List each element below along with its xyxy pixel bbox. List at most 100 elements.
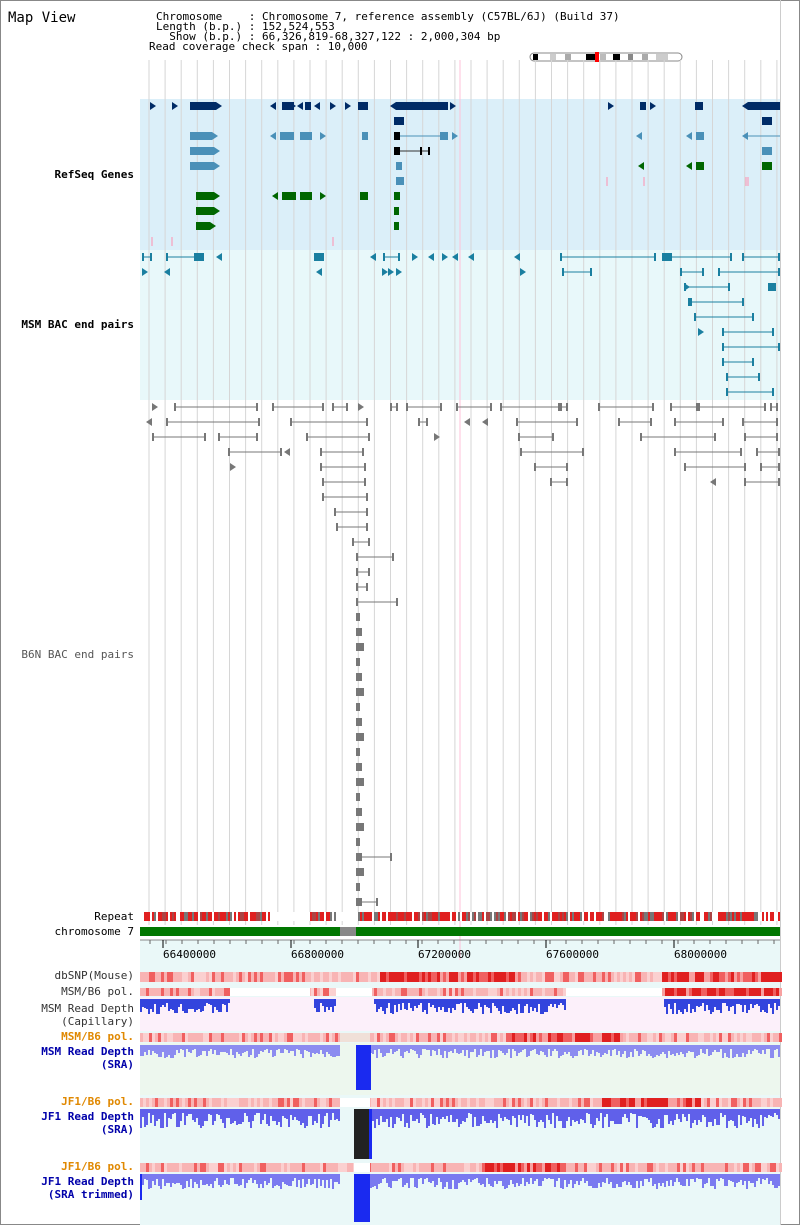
- repeat-segment: [654, 912, 656, 921]
- chromosome-bar[interactable]: [140, 927, 780, 936]
- pol-segment: [380, 1098, 383, 1107]
- depth-bar: [768, 1045, 770, 1049]
- dbsnp-segment: [716, 972, 719, 982]
- polymorphism-tracks[interactable]: [140, 988, 782, 1172]
- depth-bar: [276, 1109, 278, 1125]
- b6n-bac-features[interactable]: [146, 403, 780, 936]
- refseq-label[interactable]: RefSeq Genes: [54, 168, 134, 181]
- repeat-segment: [770, 912, 772, 921]
- depth-bar: [436, 1045, 438, 1055]
- depth-bar: [314, 1045, 316, 1054]
- dbsnp-segment: [281, 972, 284, 982]
- jf1-depth-trim-label[interactable]: JF1 Read Depth: [41, 1175, 134, 1188]
- bac-end: [772, 328, 774, 336]
- pol-segment: [140, 1033, 143, 1042]
- pol-segment: [143, 988, 146, 996]
- depth-bar: [714, 999, 716, 1007]
- jf1-depth-sra-label[interactable]: JF1 Read Depth: [41, 1110, 134, 1123]
- depth-bar: [238, 1045, 240, 1054]
- pol-segment: [398, 1098, 401, 1107]
- pol-segment: [674, 1098, 677, 1107]
- depth-bar: [654, 1109, 656, 1127]
- depth-bar: [146, 1045, 148, 1055]
- pol-segment: [230, 1163, 233, 1172]
- msm-bac-label[interactable]: MSM BAC end pairs: [21, 318, 134, 331]
- depth-bar: [718, 1109, 720, 1125]
- depth-bar: [672, 1109, 674, 1125]
- pol-segment: [680, 1163, 683, 1172]
- bac-end: [356, 628, 362, 636]
- msm-depth-sra-label[interactable]: MSM Read Depth: [41, 1045, 134, 1058]
- depth-bar: [456, 1109, 458, 1119]
- depth-bar: [442, 1045, 444, 1058]
- depth-bar: [642, 1174, 644, 1186]
- depth-bar: [220, 1174, 222, 1187]
- repeat-segment: [318, 912, 320, 921]
- msm-depth-capillary-label[interactable]: MSM Read Depth: [41, 1002, 134, 1015]
- depth-bar: [404, 1109, 406, 1127]
- depth-bar: [434, 1174, 436, 1187]
- depth-bar: [290, 1174, 292, 1186]
- depth-bar: [484, 1109, 486, 1121]
- page-title: Map View: [8, 10, 76, 26]
- dbsnp-label[interactable]: dbSNP(Mouse): [54, 969, 134, 982]
- repeat-track[interactable]: [140, 912, 780, 921]
- pol-segment: [320, 988, 323, 996]
- pol-segment: [311, 988, 314, 996]
- bac-end: [776, 418, 778, 426]
- msm-b6-pol-label[interactable]: MSM/B6 pol.: [61, 985, 134, 998]
- pol-segment: [182, 988, 185, 996]
- pol-segment: [566, 1033, 569, 1042]
- dbsnp-segment: [461, 972, 464, 982]
- repeat-segment: [668, 912, 670, 921]
- depth-bar: [614, 1109, 616, 1124]
- jf1-b6-pol-label[interactable]: JF1/B6 pol.: [61, 1095, 134, 1108]
- b6n-bac-label[interactable]: B6N BAC end pairs: [21, 648, 134, 661]
- pol-segment: [443, 988, 446, 996]
- depth-bar: [432, 999, 434, 1005]
- bac-end: [256, 433, 258, 441]
- pol-segment: [500, 988, 503, 996]
- pol-segment: [764, 1163, 767, 1172]
- jf1-b6-pol-trim-label[interactable]: JF1/B6 pol.: [61, 1160, 134, 1173]
- depth-bar: [332, 1109, 334, 1113]
- dbsnp-segment: [173, 972, 176, 982]
- pol-segment: [149, 1098, 152, 1107]
- dbsnp-segment: [245, 972, 248, 982]
- depth-bar: [146, 1109, 148, 1125]
- repeat-segment: [394, 912, 396, 921]
- chromosome-ideogram[interactable]: [529, 52, 683, 62]
- pol-segment: [245, 1033, 248, 1042]
- depth-bar: [376, 1174, 378, 1189]
- depth-bar: [386, 999, 388, 1008]
- depth-bar: [448, 1174, 450, 1189]
- pol-segment: [671, 1098, 674, 1107]
- dbsnp-track[interactable]: [140, 972, 782, 982]
- bac-end-arrow: [710, 478, 716, 486]
- depth-bar: [660, 1109, 662, 1128]
- depth-bar: [226, 999, 228, 1012]
- depth-bar: [388, 999, 390, 1003]
- bac-end: [456, 403, 458, 411]
- msm-b6-pol-sra-label[interactable]: MSM/B6 pol.: [61, 1030, 134, 1043]
- depth-bar: [468, 999, 470, 1009]
- refseq-features[interactable]: [150, 102, 780, 246]
- bac-end: [368, 568, 370, 576]
- repeat-segment: [386, 912, 388, 921]
- depth-bar: [418, 1174, 420, 1179]
- depth-bar: [554, 999, 556, 1004]
- pol-segment: [311, 1163, 314, 1172]
- repeat-segment: [530, 912, 532, 921]
- depth-peak: [354, 1109, 370, 1159]
- repeat-segment: [572, 912, 574, 921]
- read-depth-tracks[interactable]: [140, 999, 780, 1222]
- depth-bar: [678, 1109, 680, 1119]
- pol-segment: [605, 1163, 608, 1172]
- pol-segment: [488, 1163, 491, 1172]
- msm-bac-features[interactable]: [142, 253, 780, 396]
- repeat-segment: [362, 912, 364, 921]
- pol-segment: [470, 1098, 473, 1107]
- pol-segment: [758, 1033, 761, 1042]
- pol-segment: [509, 1098, 512, 1107]
